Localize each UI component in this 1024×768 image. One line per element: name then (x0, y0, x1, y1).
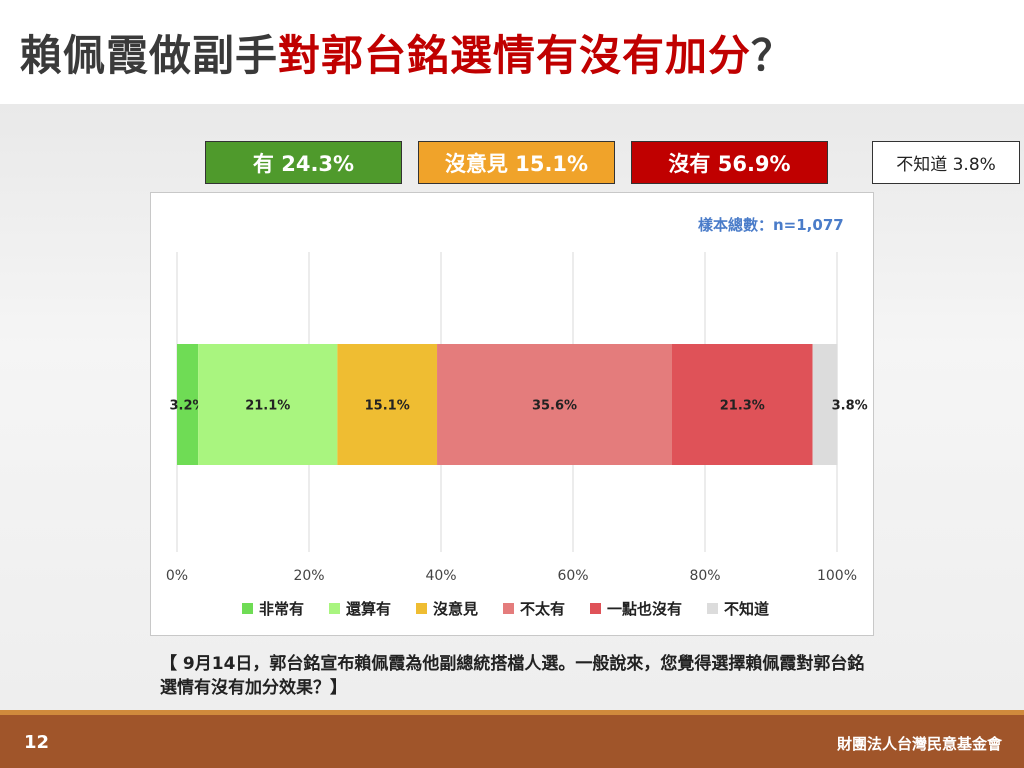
data-label: 15.1% (365, 399, 410, 414)
summary-neutral-box: 沒意見 15.1% (418, 141, 615, 184)
legend-label: 不太有 (520, 600, 565, 618)
legend-swatch (242, 603, 253, 614)
x-tick-label: 0% (166, 568, 188, 584)
x-tick-label: 80% (689, 568, 720, 584)
summary-unknown-box: 不知道 3.8% (872, 141, 1020, 184)
legend-swatch (503, 603, 514, 614)
legend-label: 沒意見 (433, 600, 478, 618)
legend-swatch (590, 603, 601, 614)
legend-swatch (416, 603, 427, 614)
bar-segment (177, 344, 199, 465)
legend-label: 非常有 (259, 600, 304, 618)
data-label: 21.3% (720, 399, 765, 414)
legend-swatch (329, 603, 340, 614)
x-tick-label: 40% (425, 568, 456, 584)
bar-segment (337, 344, 438, 465)
data-label: 35.6% (532, 399, 577, 414)
title-part-2: 對郭台銘選情有沒有加分 (278, 31, 752, 80)
legend-swatch (707, 603, 718, 614)
x-tick-label: 20% (293, 568, 324, 584)
legend-label: 還算有 (346, 600, 391, 618)
organization-name: 財團法人台灣民意基金會 (836, 735, 1002, 753)
summary-yes-box: 有 24.3% (205, 141, 402, 184)
page-number: 12 (24, 732, 50, 753)
data-label: 3.8% (832, 399, 868, 414)
bar-segment (437, 344, 672, 465)
title-part-1: 賴佩霞做副手 (20, 31, 279, 80)
bar-segment (812, 344, 838, 465)
sample-size-label: 樣本總數：n=1,077 (698, 216, 844, 234)
data-label: 21.1% (245, 399, 290, 414)
title-part-3: ？ (751, 31, 795, 80)
x-tick-label: 100% (817, 568, 857, 584)
survey-question-footnote: 【 9月14日，郭台銘宣布賴佩霞為他副總統搭檔人選。一般說來，您覺得選擇賴佩霞對… (160, 654, 865, 698)
legend-label: 不知道 (724, 600, 769, 618)
data-label: 3.2% (170, 399, 206, 414)
page-title: 賴佩霞做副手對郭台銘選情有沒有加分？ (20, 22, 794, 83)
legend-label: 一點也沒有 (607, 600, 682, 618)
footer-bar (0, 710, 1024, 768)
summary-no-box: 沒有 56.9% (631, 141, 828, 184)
bar-segment (672, 344, 813, 465)
bar-segment (198, 344, 338, 465)
x-tick-label: 60% (557, 568, 588, 584)
title-bar: 賴佩霞做副手對郭台銘選情有沒有加分？ (0, 0, 1024, 104)
